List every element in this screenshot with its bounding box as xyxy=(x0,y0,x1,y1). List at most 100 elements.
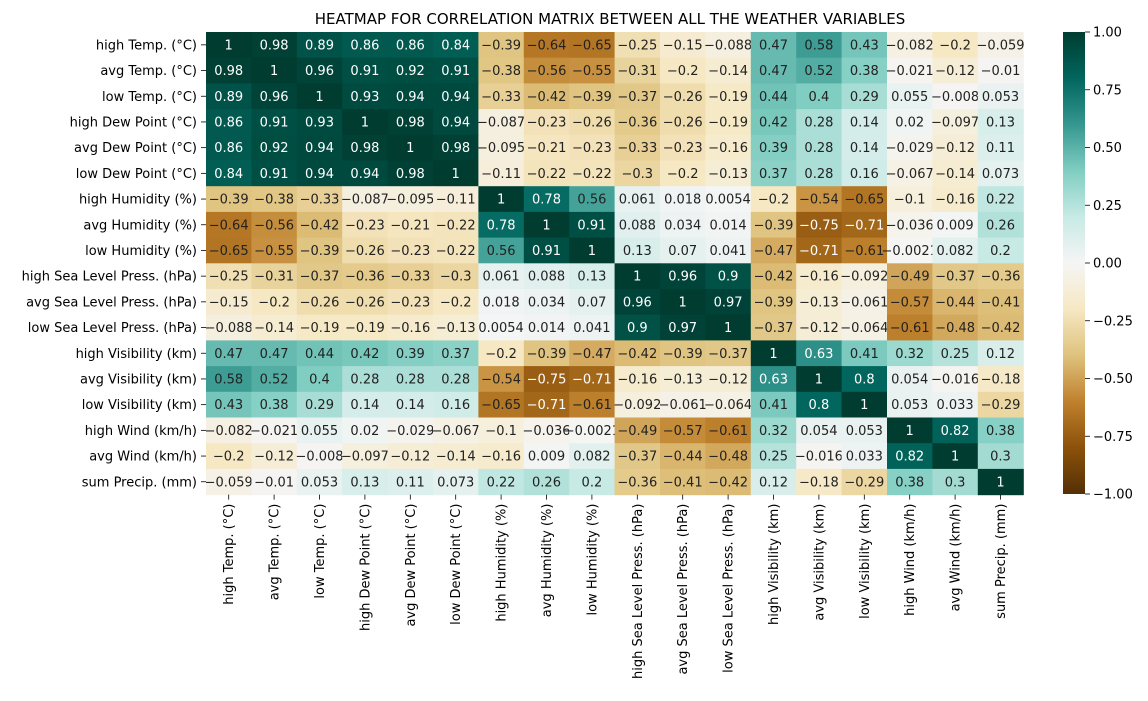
cell-value-label: −0.11 xyxy=(436,193,476,208)
cell-value-label: 1 xyxy=(769,347,777,362)
cell-value-label: −0.47 xyxy=(572,347,612,362)
heatmap-cell xyxy=(296,32,343,59)
heatmap-cell xyxy=(614,443,661,470)
cell-value-label: −0.41 xyxy=(981,295,1021,310)
cell-value-label: 0.89 xyxy=(305,38,334,53)
heatmap-cell xyxy=(660,417,706,444)
heatmap-cell xyxy=(523,134,570,162)
heatmap-cell xyxy=(750,83,797,110)
cell-value-label: −0.64 xyxy=(527,38,567,53)
cell-value-label: −0.55 xyxy=(572,64,612,79)
cell-value-label: 0.91 xyxy=(441,64,470,79)
x-tick-label: avg Wind (km/h) xyxy=(949,504,964,612)
heatmap-cell xyxy=(796,57,843,84)
cell-value-label: 0.94 xyxy=(441,115,470,130)
cell-value-label: −0.067 xyxy=(886,167,934,182)
cell-value-label: 0.14 xyxy=(350,398,379,413)
cell-value-label: 0.98 xyxy=(396,167,425,182)
heatmap-cell xyxy=(206,32,252,59)
heatmap-cell xyxy=(660,263,706,290)
heatmap-cell xyxy=(251,237,298,264)
colorbar-ticks: 1.00 0.75 0.50 0.25 0.00 −0.25 −0.50 −0.75 −1.00 xyxy=(1085,26,1133,503)
heatmap-cell xyxy=(660,32,706,59)
heatmap-cell xyxy=(932,340,979,367)
cell-value-label: −0.12 xyxy=(935,141,975,156)
heatmap-cell xyxy=(796,263,843,290)
cell-value-label: 0.52 xyxy=(804,64,833,79)
y-tick-label: low Sea Level Press. (hPa) xyxy=(28,321,197,336)
heatmap-cell xyxy=(614,468,661,496)
cell-value-label: 0.28 xyxy=(804,115,833,130)
heatmap-cell xyxy=(433,366,479,393)
x-tick-label: avg Visibility (km) xyxy=(812,504,827,621)
cell-value-label: −0.29 xyxy=(844,475,884,490)
cell-value-label: 0.63 xyxy=(804,347,833,362)
cell-value-label: −0.13 xyxy=(708,167,748,182)
x-tick-label: avg Temp. (°C) xyxy=(268,504,283,601)
x-tick-label: low Dew Point (°C) xyxy=(449,504,464,625)
heatmap-cell xyxy=(705,417,752,444)
cell-value-label: 0.96 xyxy=(260,90,289,105)
heatmap-cell xyxy=(387,443,434,470)
heatmap-cell xyxy=(750,340,797,367)
heatmap-cell xyxy=(206,340,252,367)
heatmap-cell xyxy=(251,417,298,444)
cell-value-label: −0.44 xyxy=(935,295,975,310)
heatmap-cell xyxy=(841,134,888,162)
cell-value-label: 0.25 xyxy=(941,347,970,362)
heatmap-cell xyxy=(251,468,298,496)
heatmap-cell xyxy=(433,160,479,187)
heatmap-cell xyxy=(977,32,1024,59)
heatmap-cell xyxy=(569,366,616,393)
heatmap-cell xyxy=(569,160,616,187)
heatmap-cell xyxy=(841,211,888,239)
heatmap-cell xyxy=(705,289,752,316)
cell-value-label: −0.19 xyxy=(345,321,385,336)
heatmap-cell xyxy=(660,57,706,84)
cell-value-label: −0.33 xyxy=(617,141,657,156)
cell-value-label: 0.13 xyxy=(623,244,652,259)
cell-value-label: −0.38 xyxy=(481,64,521,79)
heatmap-cell xyxy=(977,366,1024,393)
heatmap-cell xyxy=(932,211,979,239)
x-tick-label: high Wind (km/h) xyxy=(903,504,918,616)
cell-value-label: 0.98 xyxy=(396,115,425,130)
heatmap-cell xyxy=(660,211,706,239)
cell-value-label: 0.39 xyxy=(759,141,788,156)
cell-value-label: −0.75 xyxy=(799,218,839,233)
cell-value-label: 0.43 xyxy=(850,38,879,53)
heatmap-cell xyxy=(660,186,706,213)
cell-value-label: 1 xyxy=(315,90,323,105)
heatmap-cell xyxy=(296,263,343,290)
heatmap-cell xyxy=(841,160,888,187)
heatmap-cell xyxy=(705,186,752,213)
heatmap-cell xyxy=(887,109,933,136)
heatmap-cell xyxy=(887,417,933,444)
heatmap-cell xyxy=(932,468,979,496)
heatmap-cell xyxy=(932,391,979,419)
cell-value-label: −0.061 xyxy=(659,398,707,413)
heatmap-cell xyxy=(342,57,389,84)
heatmap-cell xyxy=(433,32,479,59)
heatmap-cell xyxy=(342,417,389,444)
cell-value-label: −0.1 xyxy=(485,424,517,439)
heatmap-cell xyxy=(887,57,933,84)
heatmap-cell xyxy=(387,211,434,239)
heatmap-cell xyxy=(342,83,389,110)
cell-value-label: 0.97 xyxy=(714,295,743,310)
heatmap-cell xyxy=(569,32,616,59)
heatmap-cell xyxy=(387,57,434,84)
cell-value-label: 0.97 xyxy=(668,321,697,336)
cell-value-label: −0.082 xyxy=(886,38,934,53)
heatmap-cell xyxy=(660,289,706,316)
cell-value-label: −0.3 xyxy=(622,167,654,182)
heatmap-cell xyxy=(206,186,252,213)
heatmap-cell xyxy=(523,109,570,136)
cell-value-label: −0.57 xyxy=(890,295,930,310)
heatmap-cell xyxy=(433,289,479,316)
heatmap-cell xyxy=(614,263,661,290)
heatmap-cell xyxy=(750,443,797,470)
heatmap-cell xyxy=(841,186,888,213)
cell-value-label: −0.008 xyxy=(295,450,343,465)
cell-value-label: −0.39 xyxy=(754,295,794,310)
